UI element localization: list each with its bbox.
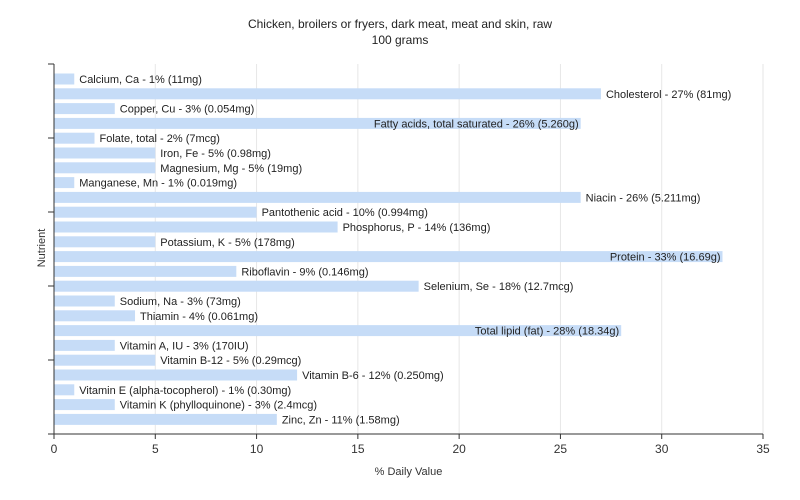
bar-label: Vitamin A, IU - 3% (170IU): [120, 340, 249, 352]
bar-label: Vitamin K (phylloquinone) - 3% (2.4mcg): [120, 400, 317, 412]
x-tick-label: 20: [452, 442, 466, 456]
bar-label: Thiamin - 4% (0.061mg): [140, 311, 258, 323]
bar: [54, 236, 156, 248]
x-tick-label: 5: [152, 442, 159, 456]
bar: [54, 73, 75, 85]
bar-label: Pantothenic acid - 10% (0.994mg): [262, 207, 428, 219]
bar-label: Fatty acids, total saturated - 26% (5.26…: [374, 118, 579, 130]
bar: [54, 221, 338, 233]
bar: [54, 162, 156, 174]
x-tick-label: 35: [756, 442, 770, 456]
x-tick-label: 15: [351, 442, 365, 456]
bar-label: Vitamin B-6 - 12% (0.250mg): [302, 370, 444, 382]
bar-label: Vitamin E (alpha-tocopherol) - 1% (0.30m…: [79, 385, 291, 397]
bars: [54, 73, 723, 425]
bar: [54, 354, 156, 366]
bar: [54, 384, 75, 396]
bar: [54, 191, 581, 203]
x-tick-label: 10: [250, 442, 264, 456]
bar-label: Phosphorus, P - 14% (136mg): [343, 222, 491, 234]
chart-title-line: Chicken, broilers or fryers, dark meat, …: [247, 17, 553, 31]
bar-label: Vitamin B-12 - 5% (0.29mcg): [160, 355, 301, 367]
bar: [54, 339, 115, 351]
bar-label: Selenium, Se - 18% (12.7mcg): [424, 281, 574, 293]
x-tick-label: 30: [655, 442, 669, 456]
x-tick-label: 25: [554, 442, 568, 456]
bar: [54, 251, 723, 263]
bar: [54, 369, 298, 381]
bar: [54, 103, 115, 115]
bar: [54, 310, 136, 322]
bar: [54, 265, 237, 277]
bar: [54, 206, 257, 218]
bar-label: Iron, Fe - 5% (0.98mg): [160, 148, 271, 160]
bar-label: Protein - 33% (16.69g): [610, 252, 721, 264]
x-axis-title: % Daily Value: [374, 466, 443, 478]
bar: [54, 399, 115, 411]
chart-subtitle: 100 grams: [371, 33, 429, 47]
bar-label: Total lipid (fat) - 28% (18.34g): [475, 326, 619, 338]
bar: [54, 413, 277, 425]
bar-label: Magnesium, Mg - 5% (19mg): [160, 163, 302, 175]
bar-label: Potassium, K - 5% (178mg): [160, 237, 294, 249]
x-tick-label: 0: [51, 442, 58, 456]
chart-title: Chicken, broilers or fryers, dark meat, …: [0, 16, 800, 48]
bar: [54, 117, 581, 129]
bar-label: Cholesterol - 27% (81mg): [606, 89, 731, 101]
bar: [54, 132, 95, 144]
bar: [54, 147, 156, 159]
bar: [54, 280, 419, 292]
bar-label: Riboflavin - 9% (0.146mg): [241, 266, 368, 278]
bar-label: Niacin - 26% (5.211mg): [586, 192, 701, 204]
bar: [54, 177, 75, 189]
bar-label: Sodium, Na - 3% (73mg): [120, 296, 241, 308]
bar-label: Zinc, Zn - 11% (1.58mg): [282, 414, 400, 426]
bar-label: Copper, Cu - 3% (0.054mg): [120, 104, 255, 116]
bar-labels: Calcium, Ca - 1% (11mg) Cholesterol - 27%…: [79, 74, 731, 426]
y-axis-title: Nutrient: [36, 228, 48, 268]
bar: [54, 88, 601, 100]
bar: [54, 295, 115, 307]
bar-label: Manganese, Mn - 1% (0.019mg): [79, 178, 237, 190]
bar: [54, 325, 622, 337]
axes: 0 5 10 15 20 25 30 35: [48, 63, 770, 456]
bar-label: Folate, total - 2% (7mcg): [100, 133, 220, 145]
bar-label: Calcium, Ca - 1% (11mg): [79, 74, 202, 86]
